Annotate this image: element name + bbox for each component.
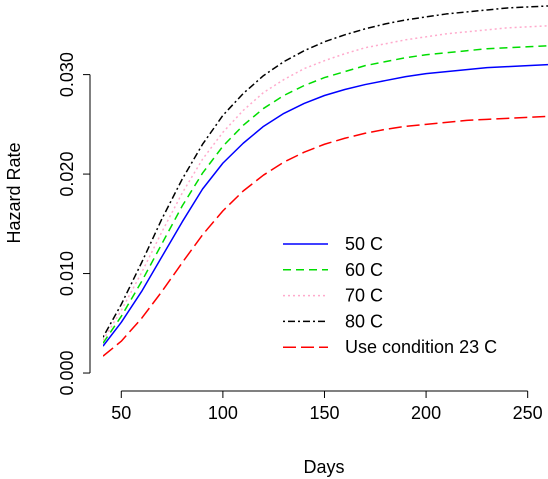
series-layer [103, 5, 548, 357]
series-line-1 [103, 45, 548, 344]
series-line-3 [103, 5, 548, 338]
axes-layer: 50 100 150 200 250 0.000 0.010 0.020 0.030 [57, 52, 543, 423]
x-tick-label: 250 [513, 403, 543, 423]
legend-label: 50 C [345, 234, 383, 254]
series-line-0 [103, 63, 548, 347]
legend-label: Use condition 23 C [345, 337, 497, 357]
legend-label: 60 C [345, 260, 383, 280]
y-tick-label: 0.010 [57, 251, 77, 296]
y-tick-label: 0.000 [57, 351, 77, 396]
x-tick-label: 50 [111, 403, 131, 423]
x-tick-label: 200 [411, 403, 441, 423]
y-tick-label: 0.030 [57, 52, 77, 97]
legend-label: 80 C [345, 311, 383, 331]
legend-label: 70 C [345, 286, 383, 306]
series-line-2 [103, 25, 548, 341]
y-tick-label: 0.020 [57, 152, 77, 197]
x-axis-title: Days [303, 457, 344, 477]
series-line-4 [103, 115, 548, 357]
legend: 50 C 60 C 70 C 80 C Use condition 23 C [283, 234, 497, 357]
x-tick-label: 150 [309, 403, 339, 423]
x-tick-label: 100 [208, 403, 238, 423]
y-axis-title: Hazard Rate [4, 142, 24, 243]
